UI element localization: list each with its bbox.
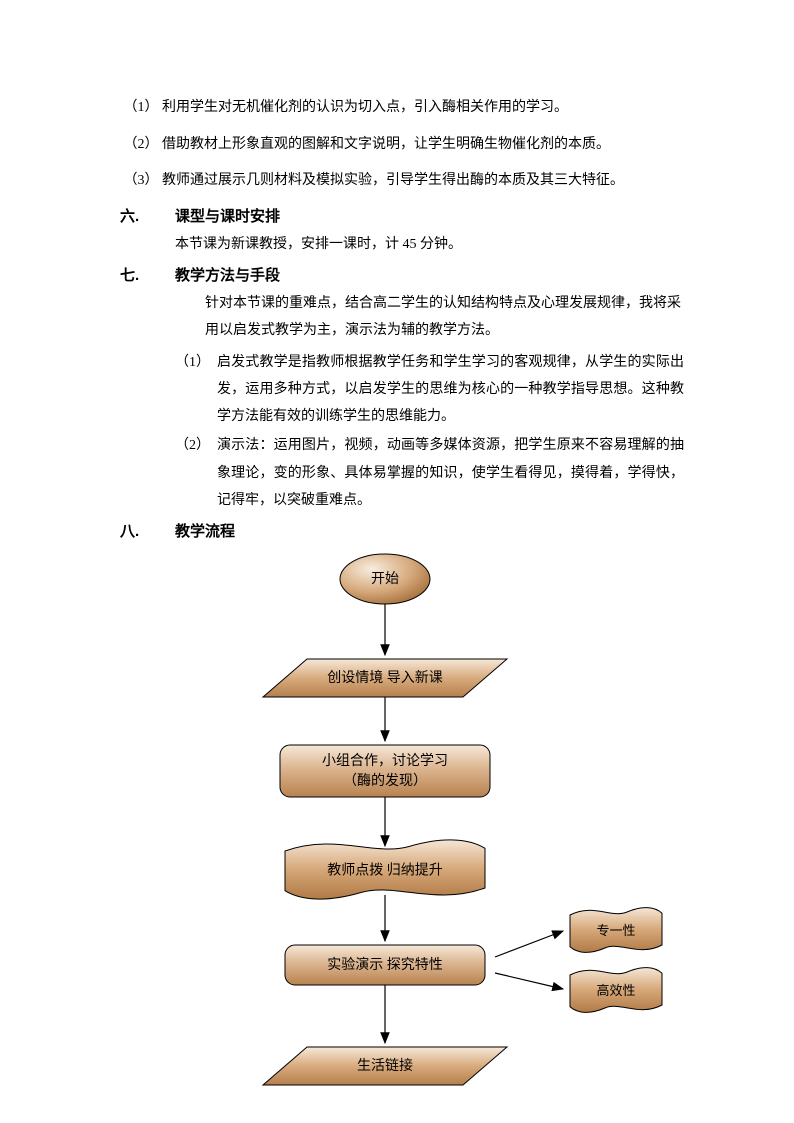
sub-num: （1） — [175, 349, 217, 431]
section-7-header: 七. 教学方法与手段 — [120, 264, 684, 285]
sub-text: 启发式教学是指教师根据教学任务和学生学习的客观规律，从学生的实际出发，运用多种方… — [217, 349, 684, 431]
svg-text:高效性: 高效性 — [596, 983, 635, 998]
svg-text:小组合作，讨论学习: 小组合作，讨论学习 — [322, 754, 448, 770]
section-title: 课型与课时安排 — [175, 205, 280, 226]
item-num: （2） — [120, 132, 162, 159]
svg-text:教师点拨 归纳提升: 教师点拨 归纳提升 — [327, 862, 443, 879]
svg-text:（酶的发现）: （酶的发现） — [343, 774, 427, 790]
section-num: 六. — [120, 205, 175, 226]
section-num: 七. — [120, 264, 175, 285]
sub-num: （2） — [175, 432, 217, 514]
svg-text:实验演示 探究特性: 实验演示 探究特性 — [327, 958, 443, 974]
section-7-intro: 针对本节课的重难点，结合高二学生的认知结构特点及心理发展规律，我将采用以启发式教… — [205, 291, 684, 344]
item-text: 利用学生对无机催化剂的认识为切入点，引入酶相关作用的学习。 — [162, 95, 684, 122]
section-7-sub-1: （1） 启发式教学是指教师根据教学任务和学生学习的客观规律，从学生的实际出发，运… — [175, 349, 684, 431]
flowchart-svg: 开始创设情境 导入新课小组合作，讨论学习 （酶的发现） 教师点拨 归纳提升实验演示 … — [175, 547, 735, 1107]
item-text: 借助教材上形象直观的图解和文字说明，让学生明确生物催化剂的本质。 — [162, 132, 684, 159]
section-6-header: 六. 课型与课时安排 — [120, 205, 684, 226]
section-6-body: 本节课为新课教授，安排一课时，计 45 分钟。 — [175, 232, 684, 259]
section-7-sub-2: （2） 演示法：运用图片，视频，动画等多媒体资源，把学生原来不容易理解的抽象理论… — [175, 432, 684, 514]
section-title: 教学方法与手段 — [175, 264, 280, 285]
svg-text:生活链接: 生活链接 — [357, 1058, 413, 1075]
item-2: （2） 借助教材上形象直观的图解和文字说明，让学生明确生物催化剂的本质。 — [120, 132, 684, 159]
sub-text: 演示法：运用图片，视频，动画等多媒体资源，把学生原来不容易理解的抽象理论，变的形… — [217, 432, 684, 514]
flowchart: 开始创设情境 导入新课小组合作，讨论学习 （酶的发现） 教师点拨 归纳提升实验演示 … — [175, 547, 735, 1107]
item-num: （3） — [120, 168, 162, 195]
item-text: 教师通过展示几则材料及模拟实验，引导学生得出酶的本质及其三大特征。 — [162, 168, 684, 195]
section-num: 八. — [120, 520, 175, 541]
svg-text:专一性: 专一性 — [596, 923, 635, 938]
item-num: （1） — [120, 95, 162, 122]
item-1: （1） 利用学生对无机催化剂的认识为切入点，引入酶相关作用的学习。 — [120, 95, 684, 122]
svg-text:创设情境 导入新课: 创设情境 导入新课 — [327, 671, 443, 687]
section-8-header: 八. 教学流程 — [120, 520, 684, 541]
section-title: 教学流程 — [175, 520, 235, 541]
svg-text:开始: 开始 — [371, 572, 399, 588]
item-3: （3） 教师通过展示几则材料及模拟实验，引导学生得出酶的本质及其三大特征。 — [120, 168, 684, 195]
top-items: （1） 利用学生对无机催化剂的认识为切入点，引入酶相关作用的学习。 （2） 借助… — [120, 95, 684, 195]
